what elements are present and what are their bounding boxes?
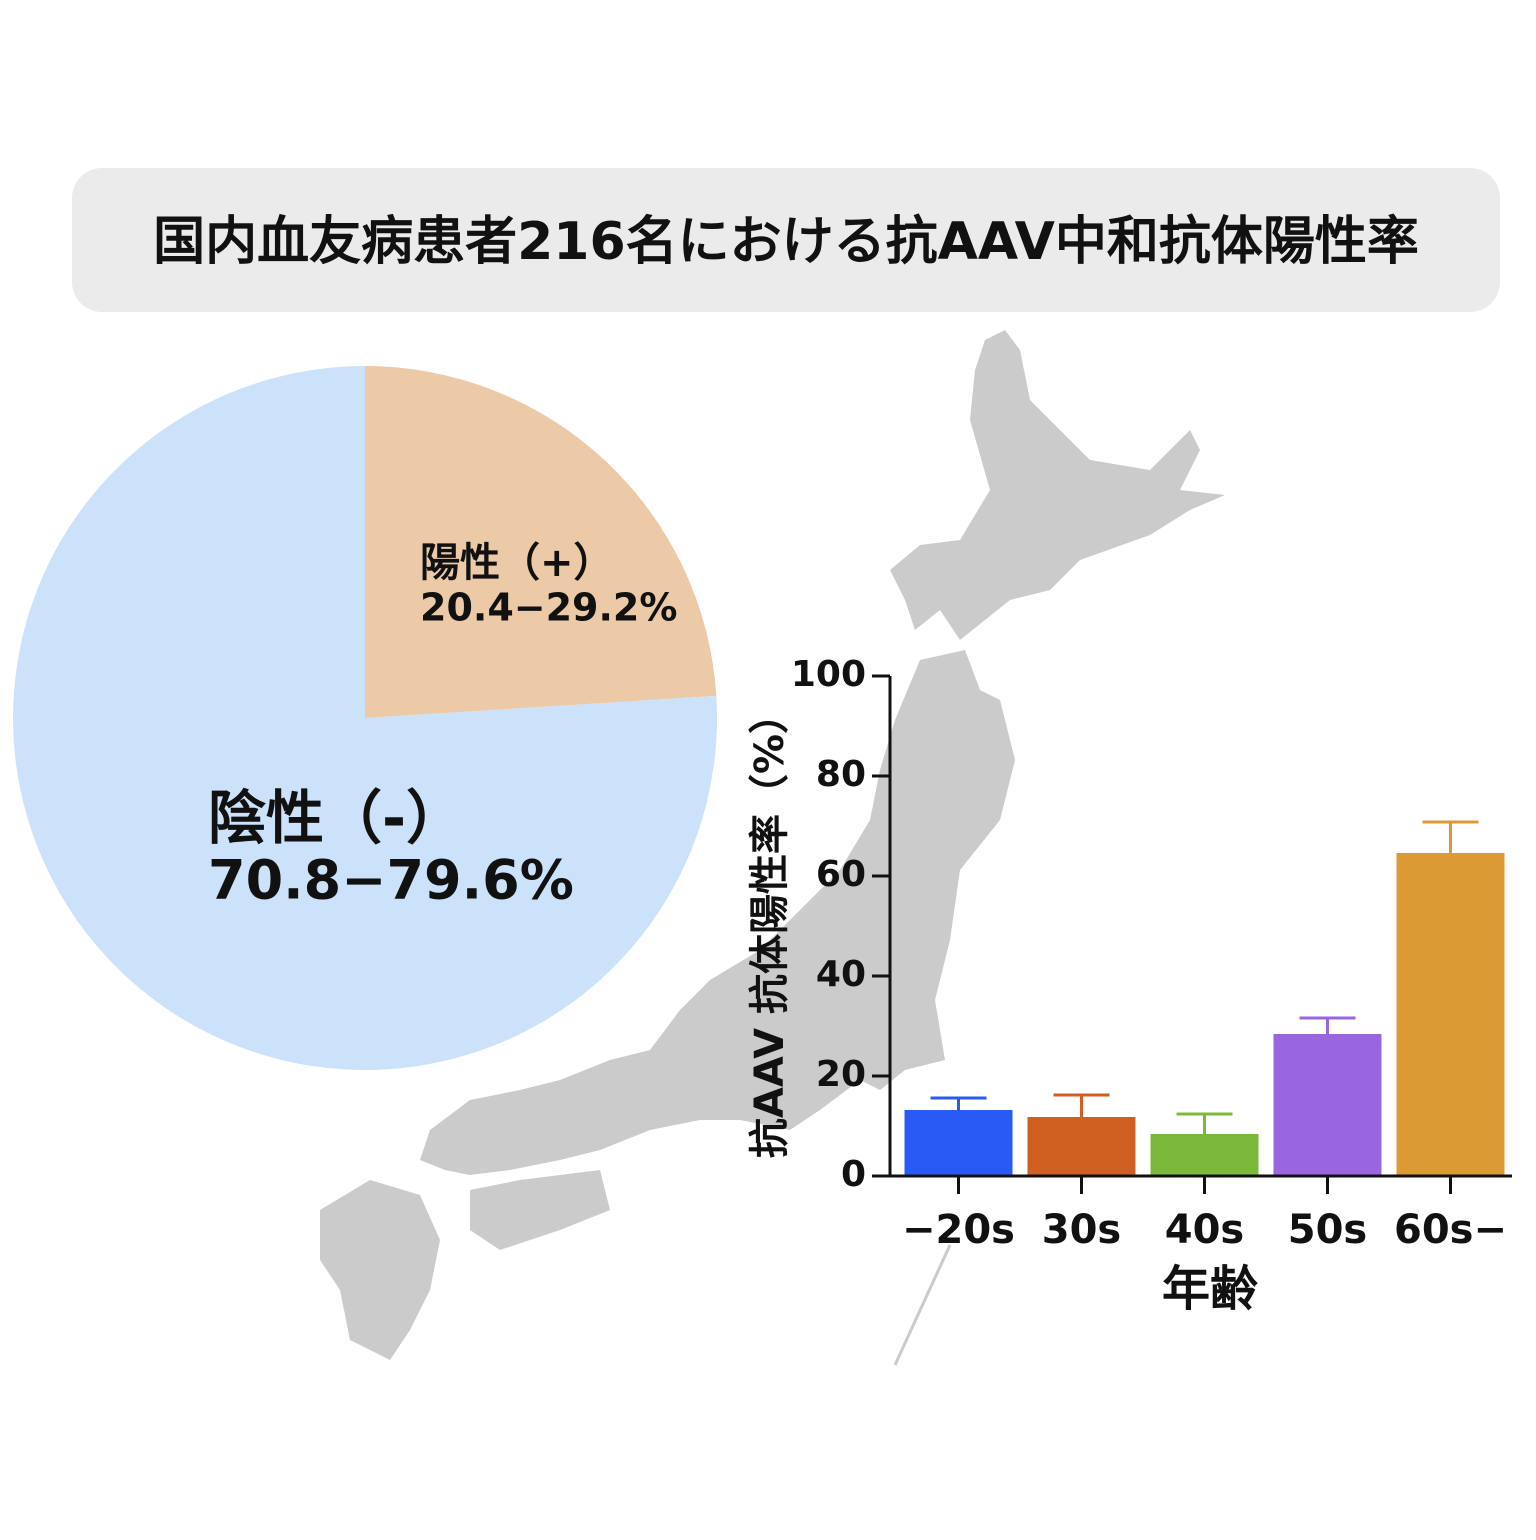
pie-slice bbox=[12, 366, 718, 1071]
japan-map bbox=[320, 330, 1225, 1366]
slice-range-label: 20.4−29.2% bbox=[420, 586, 677, 630]
kyushu bbox=[320, 1180, 440, 1360]
title-box bbox=[72, 168, 1500, 312]
x-axis-label: 年齢 bbox=[1162, 1261, 1258, 1317]
slice-label: 陽性（+） bbox=[420, 540, 614, 586]
y-tick-label: 20 bbox=[816, 1054, 866, 1095]
slice-label: 陰性（-） bbox=[208, 784, 464, 852]
bar-chart: −20s 30s 40s 50s 60s− 0 20 40 60 80 100 年齢 抗AAV 抗体陽性… bbox=[747, 654, 1512, 1317]
map-divider bbox=[893, 1244, 952, 1366]
bar bbox=[1273, 1034, 1382, 1176]
bar bbox=[1027, 1117, 1136, 1176]
x-tick-label: 60s− bbox=[1394, 1207, 1507, 1253]
y-tick-label: 0 bbox=[841, 1154, 866, 1195]
pie-slice bbox=[365, 366, 717, 718]
y-axis-label: 抗AAV 抗体陽性率（%） bbox=[747, 694, 793, 1158]
y-tick-label: 40 bbox=[816, 954, 866, 995]
pie-chart: 陽性（+）20.4−29.2% 陰性（-）70.8−79.6% bbox=[12, 366, 718, 1071]
x-tick-label: 40s bbox=[1165, 1207, 1244, 1253]
bar bbox=[1150, 1134, 1259, 1176]
honshu bbox=[420, 650, 1015, 1175]
x-tick-label: 30s bbox=[1042, 1207, 1121, 1253]
bar bbox=[904, 1110, 1013, 1176]
hokkaido bbox=[890, 330, 1225, 640]
shikoku bbox=[470, 1170, 610, 1250]
y-tick-label: 100 bbox=[791, 654, 866, 695]
title: 国内血友病患者216名における抗AAV中和抗体陽性率 bbox=[153, 212, 1419, 272]
x-tick-label: −20s bbox=[902, 1207, 1015, 1253]
y-tick-label: 80 bbox=[816, 754, 866, 795]
x-tick-label: 50s bbox=[1288, 1207, 1367, 1253]
bar bbox=[1396, 853, 1505, 1176]
y-tick-label: 60 bbox=[816, 854, 866, 895]
slice-range-label: 70.8−79.6% bbox=[208, 849, 574, 912]
